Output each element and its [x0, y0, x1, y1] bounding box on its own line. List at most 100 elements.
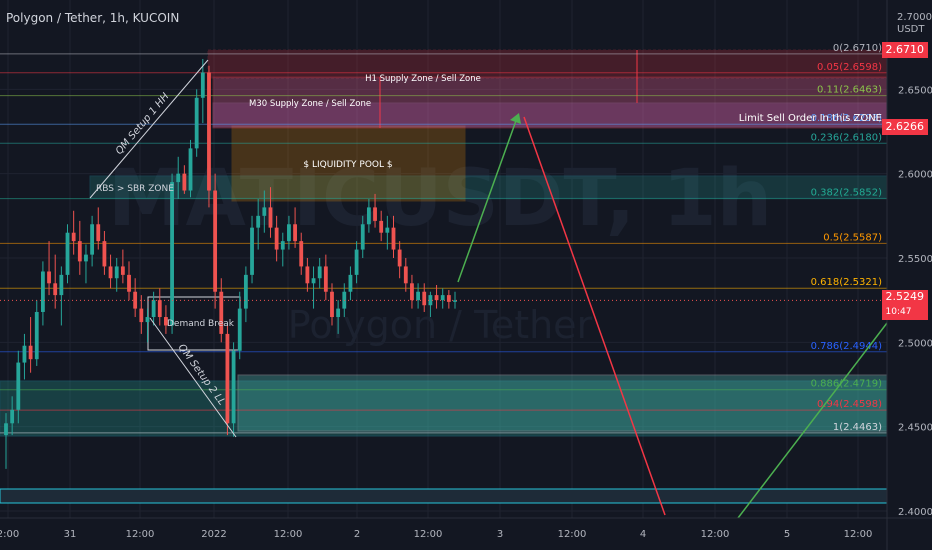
candle-body [422, 291, 427, 306]
time-tick: 3 [497, 529, 503, 540]
candle-body [385, 227, 390, 233]
fib-label: 0.236(2.6180) [811, 132, 883, 143]
price-tick: 2.4500 [898, 423, 932, 434]
candle-body [108, 266, 113, 279]
candle-body [446, 295, 451, 302]
candle-body [77, 241, 82, 262]
candle-body [274, 227, 279, 250]
candle-body [16, 362, 21, 410]
candle-body [53, 283, 58, 296]
fib-label: 0.618(2.5321) [811, 277, 883, 288]
candle-body [287, 224, 291, 242]
time-tick: 2022 [201, 529, 226, 540]
candle-body [262, 207, 267, 216]
candle-body [416, 291, 421, 301]
candle-body [305, 266, 310, 284]
candle-body [299, 241, 304, 267]
candle-body [293, 224, 297, 242]
fib-label: 0.5(2.5587) [823, 232, 882, 243]
unit-label: USDT [897, 24, 925, 35]
projection-up-arrowhead [510, 113, 521, 124]
candle-timer: 10:47 [885, 307, 912, 317]
h1-supply-label: H1 Supply Zone / Sell Zone [365, 74, 481, 84]
candle-body [213, 190, 218, 292]
candle-body [139, 308, 144, 323]
time-tick: 12:00 [844, 529, 873, 540]
candle-body [59, 274, 64, 296]
candle-body [403, 266, 408, 284]
fib-label: 0(2.6710) [833, 43, 882, 54]
candle-body [440, 295, 445, 301]
time-tick: 12:00 [126, 529, 155, 540]
candle-body [10, 409, 15, 424]
candle-body [120, 266, 125, 275]
fib-label: 0.94(2.4598) [817, 399, 882, 410]
price-tick: 2.6500 [898, 85, 932, 96]
candle-body [157, 300, 162, 318]
candle-body [188, 148, 193, 191]
candle-body [250, 227, 254, 275]
candle-body [114, 266, 119, 279]
projection-rebound-line [737, 322, 888, 519]
candle-body [176, 173, 181, 183]
candle-body [311, 278, 316, 284]
candle-body [379, 220, 384, 233]
time-tick: 31 [64, 529, 77, 540]
time-tick: 4 [640, 529, 646, 540]
price-label-limit: 2.6266 [881, 119, 928, 135]
candle-body [28, 345, 33, 360]
candle-body [410, 283, 414, 301]
candle-body [200, 72, 205, 98]
candle-body [40, 271, 45, 312]
candle-body [428, 295, 433, 306]
candle-body [237, 308, 242, 351]
h1-supply-top [207, 49, 888, 79]
time-tick: 12:00 [414, 529, 443, 540]
candle-body [366, 207, 371, 225]
candle-body [4, 423, 8, 436]
candle-body [194, 97, 199, 149]
fib-label: 0.186(2.6293) [811, 113, 883, 124]
candle-body [360, 224, 365, 250]
time-tick: 5 [784, 529, 790, 540]
candle-body [397, 249, 402, 267]
candle-body [71, 232, 76, 242]
limit-sell-label: Limit Sell Order In this ZONE [739, 113, 882, 124]
candle-body [133, 291, 138, 309]
price-tick: 2.4000 [898, 507, 932, 518]
candle-body [170, 182, 174, 326]
fib-label: 0.786(2.4944) [811, 341, 883, 352]
fib-label: 0.382(2.5852) [811, 188, 883, 199]
projection-up-line [457, 117, 518, 283]
candle-body [317, 266, 322, 279]
rbs-label: RBS > SBR ZONE [96, 184, 174, 194]
qm1-line [89, 59, 209, 199]
candle-body [280, 241, 285, 250]
h1-supply-zone [212, 76, 888, 129]
candle-body [243, 274, 248, 309]
qm2-line [149, 317, 237, 438]
fib-label: 0.886(2.4719) [811, 379, 883, 390]
liquidity-pool-label: $ LIQUIDITY POOL $ [303, 160, 392, 170]
candle-body [373, 207, 377, 221]
candle-body [268, 207, 273, 228]
candle-body [231, 350, 236, 424]
demand-zone-right [237, 374, 888, 432]
price-unit: 2.7000 USDT [897, 12, 932, 36]
price-label-high: 2.6710 [881, 42, 928, 58]
candle-body [90, 224, 95, 255]
candle-body [256, 215, 261, 228]
time-tick: 2:00 [0, 529, 19, 540]
chart-title: Polygon / Tether, 1h, KUCOIN [6, 11, 180, 25]
candle-body [96, 224, 101, 242]
candle-body [336, 308, 341, 318]
fib-label: 1(2.4463) [833, 422, 882, 433]
price-tick: 2.5500 [898, 254, 932, 265]
candle-body [127, 274, 131, 292]
candle-body [348, 274, 353, 292]
fib-label: 0.11(2.6463) [817, 85, 882, 96]
candle-body [323, 266, 328, 292]
time-tick: 12:00 [274, 529, 303, 540]
fib-label: 0.05(2.6598) [817, 62, 882, 73]
